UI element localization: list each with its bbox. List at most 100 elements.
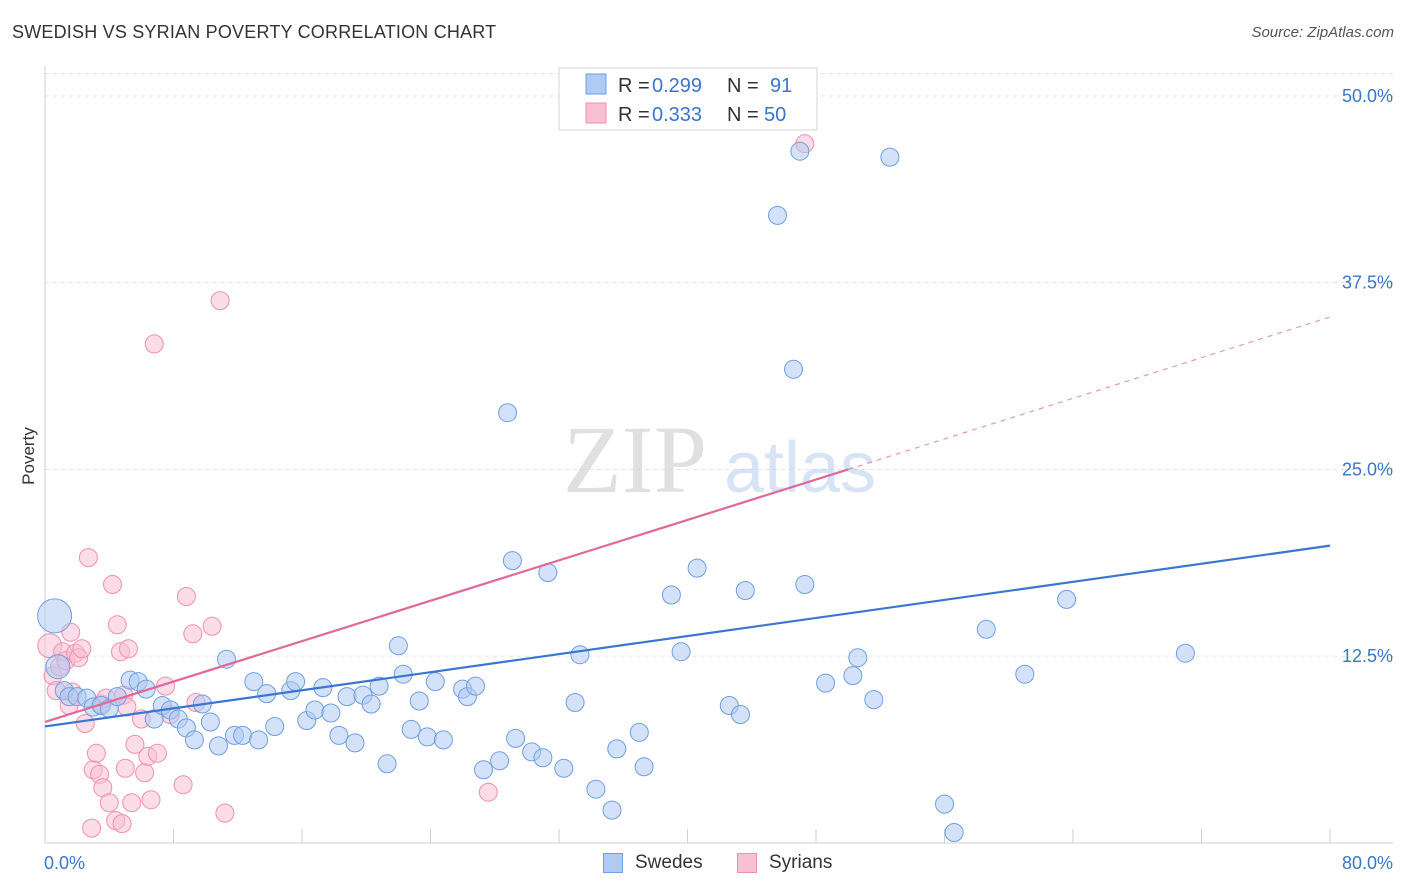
syrians-point [144, 334, 164, 354]
swedes-point [1175, 643, 1195, 663]
swedes-point [265, 717, 285, 736]
swedes-point [602, 800, 622, 820]
legend-r-value-swedes: 0.299 [652, 75, 702, 97]
swedes-point [570, 645, 590, 665]
swedes-point [200, 712, 220, 732]
swedes-point [184, 730, 204, 750]
syrians-point [119, 639, 138, 659]
axes [44, 66, 1393, 844]
trend-lines [44, 316, 1331, 728]
syrians-point [478, 782, 498, 802]
syrians-point [210, 291, 230, 311]
legend-swatch-syrians [585, 102, 607, 124]
legend-n-label-syrians: N = [727, 104, 759, 126]
swedes-point [944, 823, 964, 842]
swedes-point [45, 654, 71, 680]
swedes-point [209, 736, 228, 756]
swedes-point [533, 748, 553, 768]
legend-n-label-swedes: N = [727, 75, 759, 97]
swedes-point [345, 733, 365, 753]
swedes-point [498, 403, 518, 423]
legend-label-syrians: Syrians [769, 852, 833, 873]
syrians-point [147, 743, 167, 763]
y-tick-labels: 12.5% 25.0% 37.5% 50.0% [1342, 86, 1393, 666]
swedes-point [1015, 664, 1035, 684]
watermark-atlas: atlas [724, 428, 876, 508]
syrians-trend-line [44, 468, 849, 724]
source-label: Source: ZipAtlas.com [1251, 24, 1394, 41]
swedes-point [790, 141, 810, 161]
swedes-point [976, 619, 996, 639]
syrians-point [215, 803, 235, 823]
syrians-point [75, 714, 95, 733]
syrians-point [125, 734, 145, 754]
swedes-point [490, 751, 510, 771]
swedes-points [37, 141, 1195, 842]
swedes-trend-line [44, 544, 1331, 728]
y-axis-title: Poverty [19, 427, 38, 485]
syrians-point [115, 758, 135, 778]
y-tick-label: 25.0% [1342, 459, 1393, 479]
swedes-point [816, 673, 836, 693]
syrians-point [141, 790, 161, 810]
swedes-point [784, 359, 803, 379]
swedes-point [880, 147, 900, 167]
swedes-point [935, 794, 954, 814]
syrians-point [103, 575, 122, 594]
legend-label-swedes: Swedes [635, 852, 703, 873]
legend-n-value-syrians: 50 [764, 104, 786, 126]
swedes-point [425, 672, 445, 692]
swedes-point [286, 672, 306, 692]
swedes-point [249, 730, 269, 750]
swedes-point [369, 676, 389, 696]
swedes-point [502, 551, 522, 571]
legend-swatch-syrians-bottom [737, 853, 757, 873]
swedes-point [409, 691, 429, 711]
x-tick-labels: 0.0% 80.0% [44, 853, 1393, 873]
syrians-point [86, 743, 106, 763]
swedes-point [735, 581, 755, 600]
legend-swatch-swedes-bottom [603, 853, 623, 873]
swedes-point [634, 757, 654, 777]
bottom-legend: Swedes Syrians [0, 852, 1406, 878]
syrians-point [99, 793, 119, 813]
swedes-point [506, 728, 526, 748]
syrians-point [72, 639, 92, 659]
legend-r-value-syrians: 0.333 [652, 104, 702, 126]
syrians-point [78, 548, 98, 568]
swedes-point [417, 727, 437, 747]
chart-title: SWEDISH VS SYRIAN POVERTY CORRELATION CH… [12, 22, 497, 42]
syrians-point [173, 775, 193, 795]
legend-swatch-swedes [585, 73, 607, 95]
legend-n-value-swedes: 91 [770, 75, 792, 97]
swedes-point [329, 725, 349, 745]
swedes-point [433, 730, 453, 750]
swedes-point [661, 585, 681, 605]
syrians-point [183, 624, 203, 644]
swedes-point [565, 693, 585, 712]
swedes-point [337, 687, 357, 707]
swedes-point [466, 676, 485, 696]
y-tick-label: 37.5% [1342, 273, 1393, 293]
swedes-point [377, 754, 397, 774]
watermark-zip: ZIP [563, 406, 707, 513]
swedes-point [586, 779, 606, 799]
legend-item-swedes: Swedes [603, 852, 703, 874]
y-tick-label: 50.0% [1342, 86, 1393, 106]
swedes-point [848, 648, 868, 668]
gridlines [45, 72, 1393, 657]
legend-box: R = 0.299 N = 91 R = 0.333 N = 50 [558, 67, 818, 131]
swedes-point [401, 719, 421, 739]
swedes-point [1057, 589, 1077, 609]
syrians-point [122, 793, 142, 813]
swedes-point [37, 598, 73, 634]
swedes-point [233, 725, 253, 745]
swedes-point [321, 703, 341, 723]
swedes-point [361, 694, 381, 714]
swedes-point [244, 672, 264, 692]
y-tick-label: 12.5% [1342, 646, 1393, 666]
legend-r-label-syrians: R = [618, 104, 650, 126]
legend-item-syrians: Syrians [737, 852, 832, 874]
swedes-point [864, 690, 884, 710]
